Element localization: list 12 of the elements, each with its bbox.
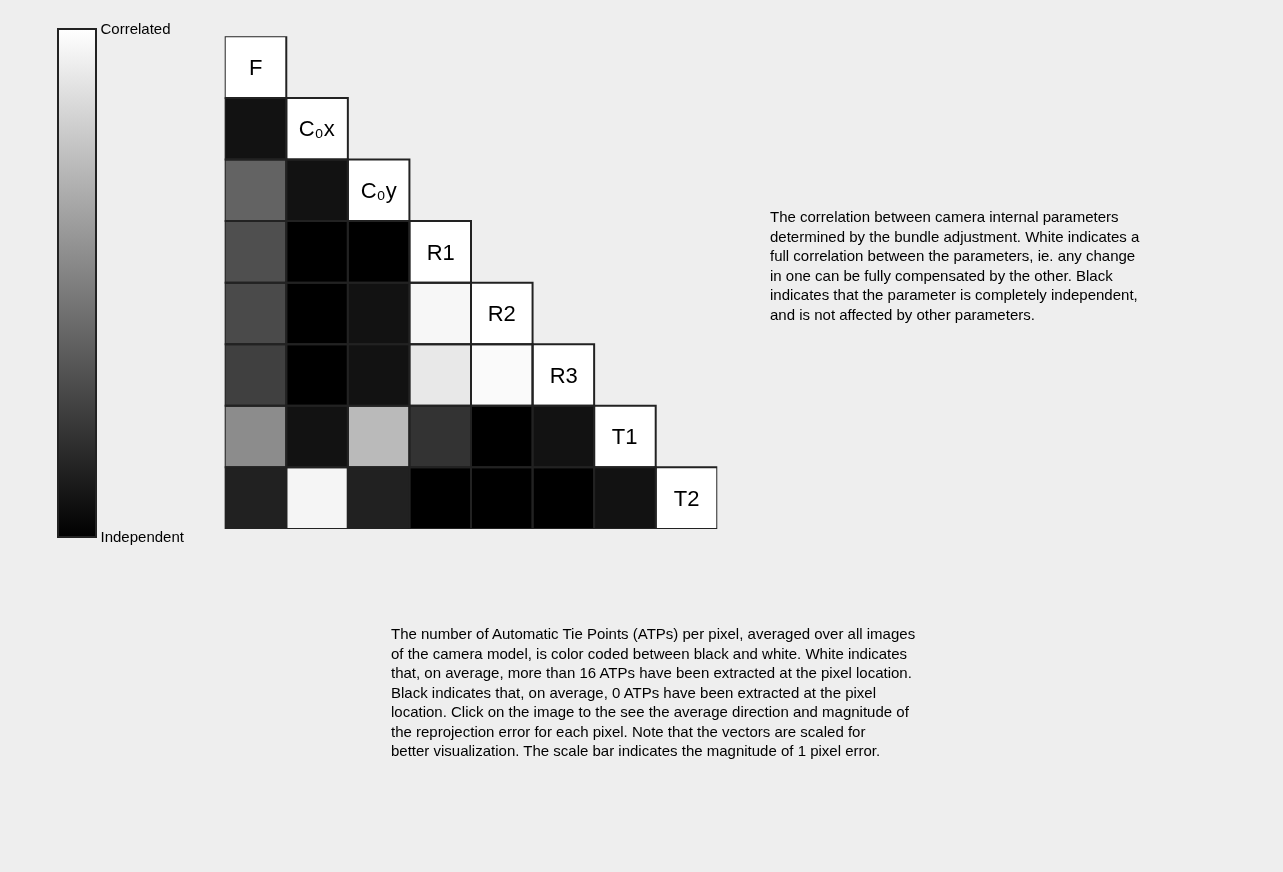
data-label: F bbox=[248, 55, 263, 81]
data-label: C₀x bbox=[298, 116, 335, 142]
data-label: R3 bbox=[549, 363, 578, 389]
color-bar-label: Correlated bbox=[100, 19, 171, 37]
text: The number of Automatic Tie Points (ATPs) per pixel, averaged over all images of the camera model, is color coded between black and white. White indicates that, on average, more than 16 ATPs have been extracted at the pixel location. Black indicates that, on average, 0 ATPs have been extracted at the pixel location. Click on the image to the see the average direction and magnitude of the reprojection error for each pixel. Note that the vectors are scaled for better visualization. The scale bar indicates the magnitude of 1 pixel error. bbox=[391, 625, 916, 759]
color-bar-label: Independent bbox=[100, 527, 185, 545]
data-label: T1 bbox=[611, 424, 638, 450]
data-label: R2 bbox=[487, 301, 516, 327]
data-label: C₀y bbox=[360, 178, 397, 204]
text: The correlation between camera internal parameters determined by the bundle adjustment. White indicates a full correlation between the parameters, ie. any change in one can be fully compensated by the other. Black indicates that the parameter is completely independent, and is not affected by other parameters. bbox=[770, 208, 1141, 323]
data-label: T2 bbox=[673, 486, 700, 512]
data-label: R1 bbox=[426, 240, 455, 266]
